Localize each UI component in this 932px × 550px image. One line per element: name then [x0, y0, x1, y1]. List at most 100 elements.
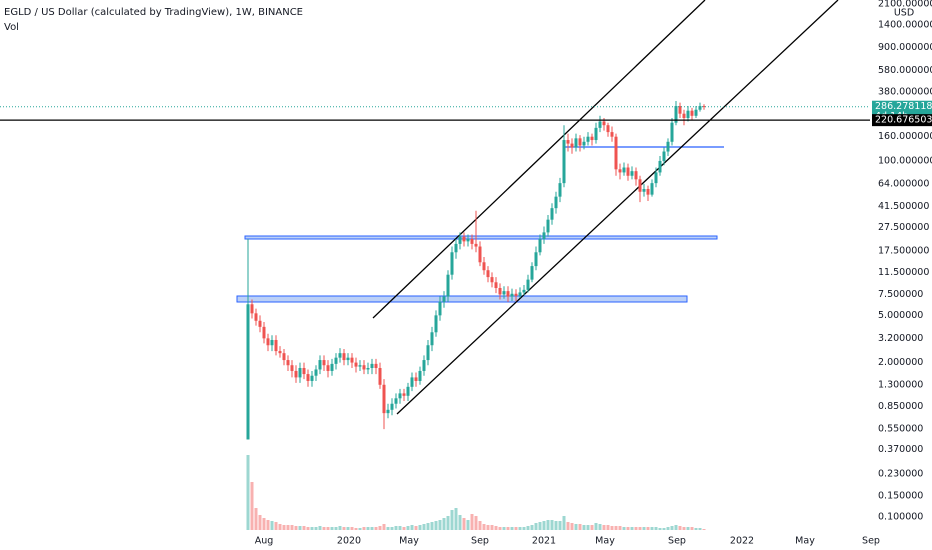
volume-bar: [698, 528, 702, 530]
candle-body: [410, 377, 414, 387]
y-tick-label: 17.500000: [878, 245, 929, 256]
candle-body: [434, 315, 438, 333]
y-tick-label: 0.550000: [878, 424, 923, 435]
candle-body: [314, 369, 318, 376]
y-tick-label: 27.500000: [878, 222, 929, 233]
x-tick-label: Sep: [471, 536, 489, 547]
drawings: [236, 0, 839, 415]
candle-body: [694, 109, 698, 116]
volume-bar: [482, 524, 486, 530]
volume-bar: [354, 528, 358, 530]
candle-body: [298, 368, 302, 378]
candle-body: [634, 171, 638, 180]
candle-body: [510, 293, 514, 297]
volume-bar: [374, 527, 378, 530]
candle-body: [642, 189, 646, 192]
candle-body: [450, 252, 454, 275]
volume-bar: [514, 527, 518, 530]
candle-body: [398, 393, 402, 399]
candle-body: [550, 208, 554, 220]
x-tick-label: Sep: [668, 536, 686, 547]
candle-body: [390, 403, 394, 410]
candle-body: [270, 339, 274, 346]
volume-bar: [326, 527, 330, 530]
volume-bar: [634, 527, 638, 530]
volume-bar: [694, 528, 698, 530]
volume-bar: [286, 525, 290, 530]
x-tick-label: 2022: [730, 536, 754, 547]
volume-bar: [666, 527, 670, 530]
candle-body: [562, 140, 566, 184]
volume-bar: [278, 524, 282, 530]
volume-bar: [362, 527, 366, 530]
volume-bar: [506, 527, 510, 530]
y-tick-label: 2100.000000: [878, 0, 932, 10]
candle-body: [354, 362, 358, 367]
candle-body: [570, 143, 574, 148]
candle-body: [682, 113, 686, 118]
volume-bar: [530, 525, 534, 530]
candle-body: [506, 291, 510, 297]
volume-bar: [490, 525, 494, 530]
volume-bar: [654, 527, 658, 530]
candle-body: [518, 292, 522, 296]
volume-bar: [590, 525, 594, 530]
y-tick-label: 900.000000: [878, 42, 932, 53]
y-tick-label: 7.500000: [878, 289, 923, 300]
candle-body: [386, 409, 390, 414]
candle-body: [282, 353, 286, 361]
price-label-box: [872, 114, 932, 127]
candle-body: [666, 141, 670, 152]
volume-bar: [582, 525, 586, 530]
volume-bar: [534, 523, 538, 530]
volume-bar: [434, 521, 438, 530]
volume-bar: [494, 526, 498, 530]
candle-body: [326, 365, 330, 371]
volume-bar: [250, 482, 254, 530]
x-tick-label: May: [399, 536, 419, 547]
candle-body: [534, 252, 538, 267]
candle-body: [678, 106, 682, 114]
volume-bar: [414, 526, 418, 530]
volume-bar: [438, 520, 442, 530]
volume-bar: [318, 526, 322, 530]
candle-body: [638, 179, 642, 192]
volume-bar: [618, 526, 622, 530]
volume-bar: [254, 508, 258, 530]
candle-body: [426, 345, 430, 361]
y-tick-label: 11.500000: [878, 267, 929, 278]
volume-bar: [522, 527, 526, 530]
candle-body: [698, 106, 702, 110]
price-label: 220.676503: [875, 115, 932, 126]
candle-body: [474, 243, 478, 247]
y-tick-label: 1.300000: [878, 379, 923, 390]
price-label: 286.278118: [875, 101, 932, 112]
candle-body: [442, 296, 446, 302]
volume-bar: [274, 522, 278, 530]
candle-body: [466, 238, 470, 242]
volume-bar: [470, 514, 474, 530]
candle-body: [494, 282, 498, 288]
volume-bar: [594, 523, 598, 530]
candle-body: [558, 183, 562, 197]
candle-body: [654, 172, 658, 184]
candle-body: [458, 236, 462, 244]
volume-bar: [674, 525, 678, 530]
volume-bar: [270, 521, 274, 530]
volume-bar: [450, 510, 454, 530]
candle-body: [490, 277, 494, 283]
candle-body: [246, 304, 250, 440]
candle-body: [566, 140, 570, 144]
candle-body: [302, 368, 306, 375]
candle-body: [294, 370, 298, 378]
x-tick-label: 2021: [532, 536, 556, 547]
volume-bar: [642, 527, 646, 530]
channel-line: [372, 0, 706, 319]
candle-body: [286, 360, 290, 366]
candle-body: [254, 313, 258, 321]
volume-bar: [398, 526, 402, 530]
volume-bar: [686, 527, 690, 530]
candle-body: [590, 136, 594, 141]
volume-bar: [518, 527, 522, 530]
candle-body: [418, 370, 422, 381]
